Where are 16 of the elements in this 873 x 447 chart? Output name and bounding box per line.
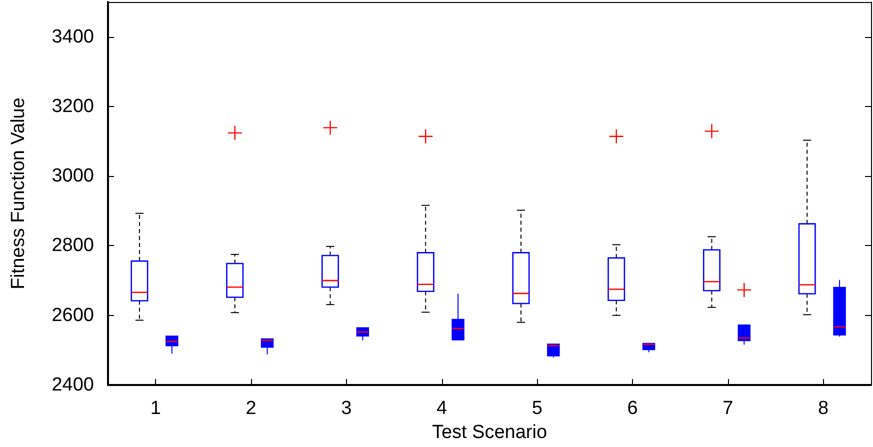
x-tick-label: 2 [246, 398, 256, 419]
y-tick-label: 3400 [52, 26, 94, 48]
y-tick-label: 3200 [52, 96, 94, 117]
x-tick-label: 7 [722, 398, 734, 419]
y-tick-label: 2600 [52, 304, 94, 326]
x-tick-label: 3 [341, 398, 352, 419]
y-axis-title: Fitness Function Value [8, 98, 29, 290]
y-tick-label: 2800 [52, 235, 94, 256]
x-tick-label: 5 [532, 398, 542, 419]
x-axis-title: Test Scenario [432, 422, 548, 443]
y-tick-label: 3000 [52, 166, 94, 187]
x-tick-label: 1 [150, 398, 161, 419]
x-tick-label: 6 [627, 398, 638, 419]
x-tick-label: 4 [436, 398, 448, 419]
y-tick-label: 2400 [52, 374, 94, 396]
x-tick-label: 8 [818, 398, 829, 419]
